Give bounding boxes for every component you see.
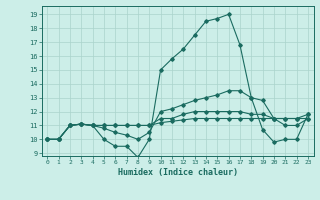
X-axis label: Humidex (Indice chaleur): Humidex (Indice chaleur) (118, 168, 237, 177)
